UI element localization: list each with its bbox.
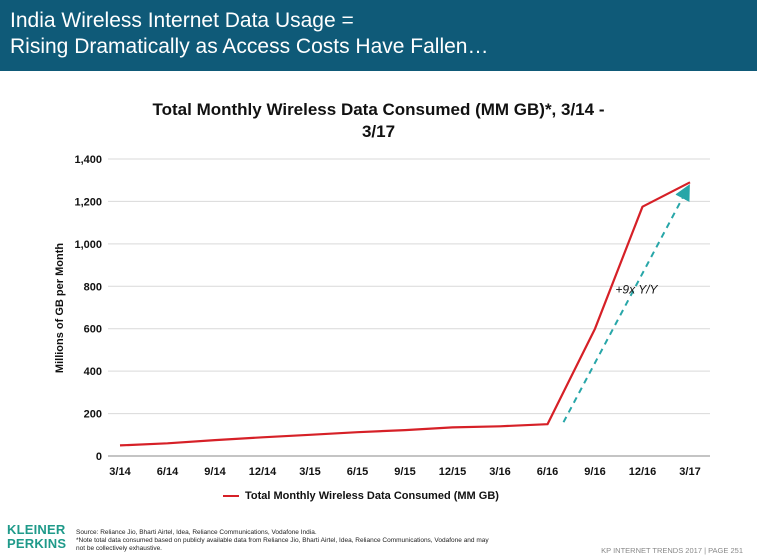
legend-label: Total Monthly Wireless Data Consumed (MM… [245, 490, 499, 502]
header-bar: India Wireless Internet Data Usage = Ris… [0, 0, 757, 71]
legend: Total Monthly Wireless Data Consumed (MM… [223, 488, 499, 504]
source-line-2: *Note total data consumed based on publi… [76, 537, 489, 544]
source-line-3: not be collectively exhaustive. [76, 545, 162, 552]
page-label: KP INTERNET TRENDS 2017 | PAGE 251 [601, 546, 743, 555]
chart-title-line-1: Total Monthly Wireless Data Consumed (MM… [152, 100, 605, 119]
x-tick-label: 12/16 [629, 466, 657, 478]
annotation-layer: +9x Y/Y [562, 184, 690, 423]
logo-line-1: KLEINER [7, 522, 66, 537]
x-tick-label: 3/15 [299, 466, 320, 478]
y-tick-label: 1,200 [74, 196, 102, 208]
slide-title-line-1: India Wireless Internet Data Usage = [10, 9, 354, 32]
source-note: Source: Reliance Jio, Bharti Airtel, Ide… [76, 529, 546, 553]
grid-lines [108, 158, 710, 457]
axes: 0 200 400 600 800 1,000 1,200 1,400 3/14 6/14 9/14… [74, 154, 700, 478]
kleiner-perkins-logo: KLEINER PERKINS [7, 523, 66, 551]
y-tick-label: 1,000 [74, 239, 102, 251]
series-layer [119, 181, 691, 447]
chart-title-line-2: 3/17 [361, 122, 396, 141]
logo-line-2: PERKINS [7, 536, 67, 551]
series-line [119, 181, 691, 447]
y-tick-label: 600 [84, 324, 102, 336]
y-tick-label: 1,400 [74, 154, 102, 166]
y-tick-label: 800 [84, 281, 102, 293]
slide-title-line-2: Rising Dramatically as Access Costs Have… [10, 35, 489, 58]
x-tick-label: 3/14 [109, 466, 131, 478]
y-tick-label: 400 [84, 366, 102, 378]
y-axis-label: Millions of GB per Month [54, 243, 66, 373]
legend-swatch [223, 495, 239, 497]
y-tick-label: 200 [84, 409, 102, 421]
x-tick-label: 12/14 [249, 466, 277, 478]
x-tick-label: 6/14 [157, 466, 179, 478]
x-tick-label: 3/16 [489, 466, 510, 478]
x-tick-label: 9/14 [204, 466, 226, 478]
x-tick-label: 3/17 [679, 466, 700, 478]
y-tick-label: 0 [96, 451, 102, 463]
source-line-1: Source: Reliance Jio, Bharti Airtel, Ide… [76, 529, 317, 536]
x-tick-label: 9/16 [584, 466, 605, 478]
growth-annotation: +9x Y/Y [615, 283, 658, 297]
x-tick-label: 9/15 [394, 466, 415, 478]
x-tick-label: 6/15 [347, 466, 368, 478]
x-tick-label: 6/16 [537, 466, 558, 478]
x-tick-label: 12/15 [439, 466, 467, 478]
growth-arrow [562, 184, 690, 423]
